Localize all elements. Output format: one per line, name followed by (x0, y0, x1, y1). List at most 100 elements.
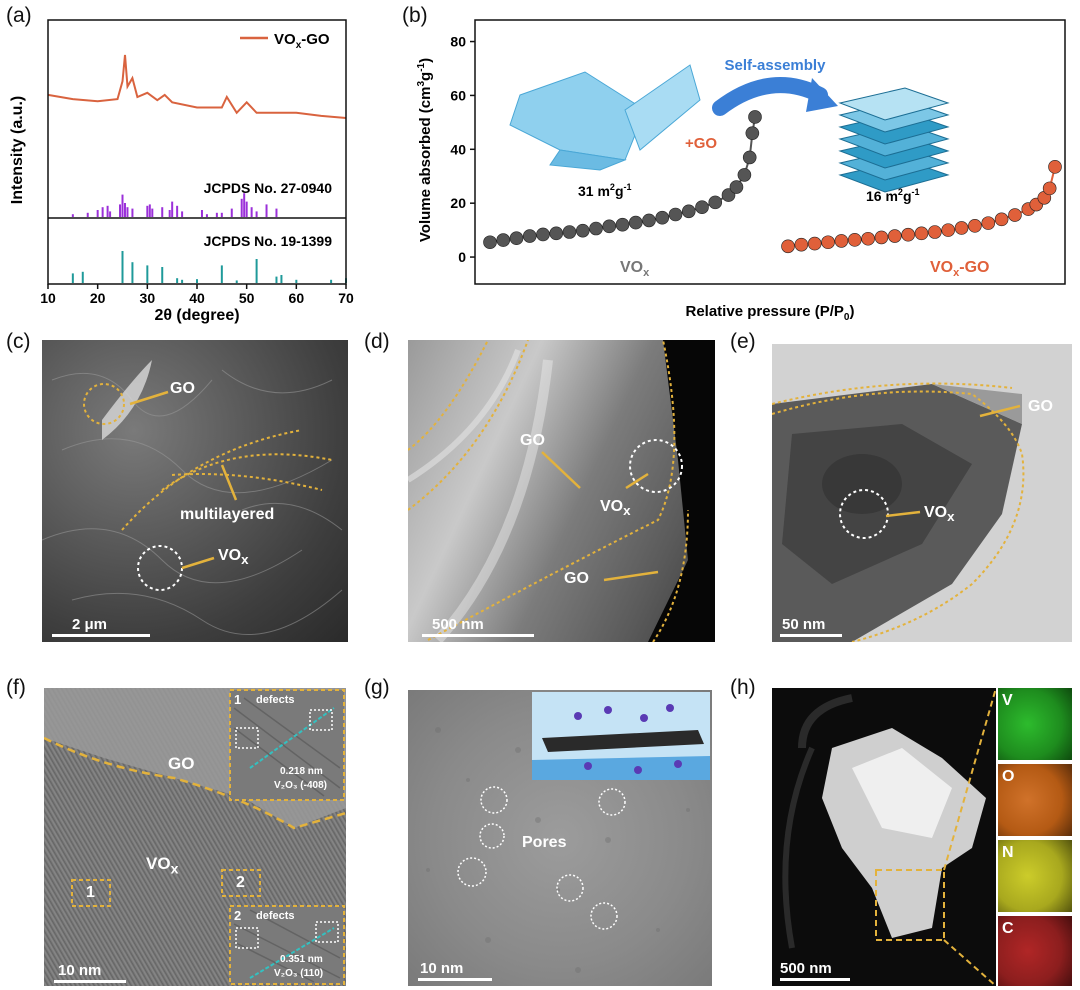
xrd-xtick-label: 10 (40, 290, 56, 306)
bet-point-vox (484, 236, 497, 249)
eds-map-v-label: V (1002, 692, 1013, 710)
hrtem-f-inset2-plane: V₂O₃ (110) (274, 968, 323, 979)
eds-map-o: O (998, 764, 1072, 836)
xrd-ylabel: Intensity (a.u.) (9, 96, 26, 204)
panel-label-c: (c) (6, 330, 31, 354)
bet-point-vox (616, 218, 629, 231)
bet-point-vox-go (862, 232, 875, 245)
sem-image-c: GO multilayered VOx 2 μm (42, 340, 348, 642)
xrd-xtick-label: 30 (140, 290, 156, 306)
haadf-image-h: 500 nm (772, 688, 996, 986)
xrd-ref1-label: JCPDS No. 27-0940 (204, 180, 333, 196)
xrd-xtick-label: 20 (90, 290, 106, 306)
panel-label-d: (d) (364, 330, 390, 354)
tem-e-scalebar (780, 634, 842, 637)
tem-g-pores-label: Pores (522, 834, 566, 852)
bet-plus-go: +GO (685, 135, 717, 152)
bet-label-voxgo: VOx-GO (930, 259, 989, 279)
eds-map-c: C (998, 916, 1072, 986)
bet-ytick-label: 0 (458, 249, 466, 265)
bet-ytick-label: 80 (450, 34, 466, 50)
bet-point-vox-go (982, 217, 995, 230)
tem-e-vox-label: VOx (924, 504, 955, 524)
bet-point-vox-go (822, 236, 835, 249)
tem-e-go-label: GO (1028, 398, 1053, 416)
bet-point-vox (629, 216, 642, 229)
bet-point-vox (603, 220, 616, 233)
bet-xlabel: Relative pressure (P/P0) (686, 303, 855, 323)
bet-ylabel: Volume absorbed (cm3g-1) (416, 58, 434, 242)
eds-map-v: V (998, 688, 1072, 760)
bet-point-vox (510, 232, 523, 245)
bet-point-vox-go (808, 237, 821, 250)
hrtem-f-go-label: GO (168, 754, 194, 774)
panel-label-g: (g) (364, 676, 390, 700)
bet-point-vox (749, 110, 762, 123)
xrd-xlabel: 2θ (degree) (154, 307, 239, 324)
bet-point-vox (563, 226, 576, 239)
bet-point-vox (669, 208, 682, 221)
hrtem-image-f: GO VOx 1 2 1 defects 0.218 nm V₂O₃ (-408… (44, 688, 346, 986)
sem-d-go1-label: GO (520, 432, 545, 450)
xrd-legend: VOx-GO (274, 31, 330, 51)
bet-point-vox-go (782, 240, 795, 253)
hrtem-f-vox-label: VOx (146, 854, 178, 877)
bet-point-vox-go (955, 221, 968, 234)
bet-point-vox-go (888, 230, 901, 243)
tem-e-scale-text: 50 nm (782, 616, 825, 633)
bet-point-vox (709, 196, 722, 209)
sem-c-vox-label: VOx (218, 547, 249, 567)
bet-point-vox (590, 222, 603, 235)
bet-point-vox (656, 211, 669, 224)
bet-point-vox-go (1008, 209, 1021, 222)
bet-area-go: 16 m2g-1 (866, 187, 920, 204)
bet-point-vox-go (1049, 160, 1062, 173)
bet-point-vox-go (902, 228, 915, 241)
bet-point-vox (743, 151, 756, 164)
eds-map-n: N (998, 840, 1072, 912)
self-assembly-arrow (720, 85, 820, 108)
bet-point-vox-go (968, 219, 981, 232)
bet-point-vox (730, 181, 743, 194)
bet-point-vox (682, 205, 695, 218)
eds-map-n-label: N (1002, 844, 1014, 862)
bet-point-vox-go (795, 238, 808, 251)
bet-point-vox (497, 234, 510, 247)
bet-point-vox-go (915, 227, 928, 240)
bet-point-vox (738, 168, 751, 181)
sem-d-scale-text: 500 nm (432, 616, 484, 633)
tem-g-scale-text: 10 nm (420, 960, 463, 977)
tem-g-scalebar (418, 978, 492, 981)
hrtem-f-inset1-d: 0.218 nm (280, 766, 323, 777)
bet-point-vox-go (995, 213, 1008, 226)
bet-point-vox (643, 214, 656, 227)
sem-d-scalebar (422, 634, 534, 637)
hrtem-f-box1-label: 1 (86, 884, 95, 902)
xrd-xtick-label: 50 (239, 290, 255, 306)
xrd-xtick-label: 40 (189, 290, 205, 306)
sem-c-multilayered-label: multilayered (180, 506, 274, 524)
bet-point-vox (746, 127, 759, 140)
hrtem-f-inset1-num: 1 (234, 692, 241, 707)
bet-point-vox (550, 227, 563, 240)
xrd-trace-vox-go (48, 55, 346, 118)
sem-d-vox-label: VOx (600, 498, 631, 518)
vox-sheet-illustration (510, 65, 700, 170)
sem-c-scalebar (52, 634, 150, 637)
bet-point-vox-go (875, 231, 888, 244)
sem-image-d: GO VOx GO 500 nm (408, 340, 715, 642)
bet-point-vox (537, 228, 550, 241)
bet-point-vox-go (848, 233, 861, 246)
bet-point-vox (696, 201, 709, 214)
tem-image-e: GO VOx 50 nm (772, 344, 1072, 642)
eds-map-c-label: C (1002, 920, 1014, 938)
panel-label-f: (f) (6, 676, 26, 700)
hrtem-f-inset2-d: 0.351 nm (280, 954, 323, 965)
bet-label-vox: VOx (620, 259, 650, 279)
sem-c-scale-text: 2 μm (72, 616, 107, 633)
bet-ytick-label: 60 (450, 87, 466, 103)
bet-area-vox: 31 m2g-1 (578, 182, 632, 199)
hrtem-f-inset2-num: 2 (234, 908, 241, 923)
bet-point-vox (523, 230, 536, 243)
xrd-xtick-label: 60 (289, 290, 305, 306)
